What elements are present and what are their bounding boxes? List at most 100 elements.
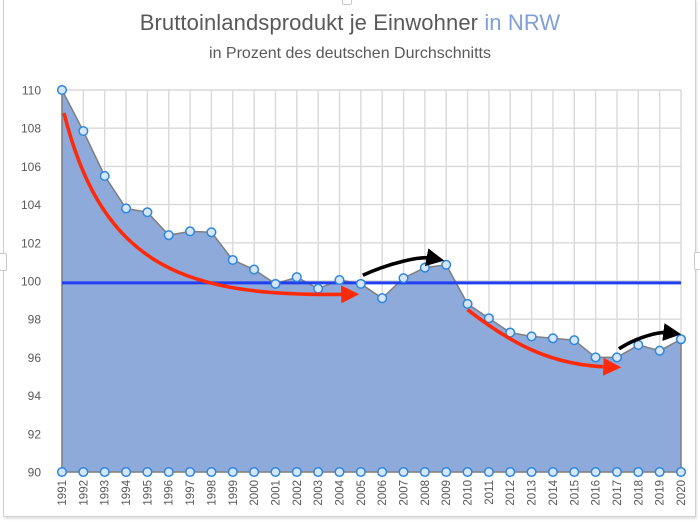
x-tick-label: 2007: [399, 480, 411, 506]
baseline-marker: [611, 466, 623, 478]
y-tick-label: 108: [21, 122, 41, 136]
data-point-marker: [206, 227, 217, 238]
resize-handle-top[interactable]: [342, 0, 352, 5]
x-tick-label: 2003: [313, 480, 325, 506]
baseline-marker: [142, 466, 153, 478]
y-tick-label: 110: [22, 84, 41, 98]
chart-subtitle: in Prozent des deutschen Durchschnitts: [209, 45, 491, 62]
baseline-marker: [249, 466, 260, 478]
x-tick-label: 1991: [57, 480, 69, 506]
baseline-marker: [505, 466, 516, 478]
x-tick-label: 1999: [228, 480, 240, 506]
x-tick-label: 2001: [270, 480, 282, 506]
data-point-marker: [611, 352, 623, 363]
chart-title: Bruttoinlandsprodukt je Einwohner in NRW: [0, 10, 700, 36]
y-tick-label: 106: [21, 160, 41, 174]
data-point-marker: [56, 84, 68, 96]
y-tick-label: 94: [28, 389, 42, 403]
y-tick-label: 100: [21, 275, 41, 289]
baseline-marker: [185, 466, 196, 478]
data-point-marker: [441, 259, 452, 270]
baseline-marker: [398, 466, 409, 478]
baseline-marker: [78, 466, 89, 478]
y-tick-label: 102: [21, 236, 41, 250]
y-tick-label: 98: [28, 313, 42, 327]
x-tick-label: 2019: [655, 480, 667, 506]
data-markers: [56, 84, 687, 363]
data-point-marker: [163, 230, 174, 241]
data-point-marker: [120, 203, 132, 214]
data-point-marker: [270, 278, 281, 289]
x-tick-label: 2013: [527, 480, 539, 506]
baseline-marker: [163, 466, 174, 478]
x-tick-label: 1998: [206, 480, 218, 506]
x-tick-label: 2002: [292, 480, 304, 506]
baseline-marker: [547, 466, 558, 478]
baseline-marker: [526, 466, 537, 478]
y-tick-label: 104: [21, 198, 41, 212]
data-point-marker: [377, 293, 388, 304]
chart-title-accent: in NRW: [484, 10, 561, 35]
baseline-marker: [313, 466, 324, 478]
x-tick-label: 2020: [676, 480, 688, 506]
trend-arrow-down-2010-2017: [466, 308, 622, 376]
trend-arrow-down-1991-2005: [62, 112, 360, 304]
data-point-marker: [569, 335, 580, 346]
data-point-marker: [590, 352, 601, 363]
x-tick-label: 2011: [484, 480, 496, 505]
data-point-marker: [334, 274, 345, 286]
data-point-marker: [526, 331, 537, 342]
baseline-marker: [419, 466, 430, 478]
data-point-marker: [78, 126, 89, 137]
y-tick-label: 90: [28, 466, 42, 480]
x-tick-label: 2004: [334, 479, 346, 505]
data-point-marker: [419, 262, 430, 273]
x-tick-label: 2008: [420, 480, 432, 506]
baseline-marker: [206, 466, 217, 478]
data-point-marker: [398, 273, 409, 284]
data-point-marker: [462, 298, 473, 309]
baseline-marker: [590, 466, 601, 478]
x-tick-label: 1993: [100, 480, 112, 506]
x-tick-label: 1992: [78, 480, 90, 506]
y-axis-labels: 90 92 94 96 98 100 102 104 106 108 110: [21, 84, 41, 480]
x-tick-label: 2015: [569, 480, 581, 506]
data-point-marker: [547, 333, 558, 344]
baseline-marker: [633, 466, 644, 478]
y-tick-label: 96: [28, 351, 42, 365]
y-tick-label: 92: [28, 427, 42, 441]
x-tick-label: 2014: [548, 479, 560, 505]
baseline-marker: [334, 466, 345, 478]
x-tick-label: 2018: [633, 480, 645, 506]
x-tick-label: 2017: [612, 480, 624, 506]
baseline-marker: [99, 466, 110, 478]
data-point-marker: [654, 345, 665, 356]
baseline-marker: [654, 466, 665, 478]
baseline-marker: [483, 466, 494, 478]
data-point-marker: [142, 207, 153, 218]
baseline-marker: [227, 466, 238, 478]
baseline-marker: [355, 466, 366, 478]
baseline-marker: [56, 466, 68, 478]
data-point-marker: [185, 226, 196, 237]
resize-handle-right[interactable]: [694, 252, 700, 270]
x-tick-label: 2012: [505, 480, 517, 506]
area-fill: [62, 90, 681, 472]
baseline-marker: [270, 466, 281, 478]
baseline-marker: [291, 466, 302, 478]
baseline-marker: [120, 466, 132, 478]
x-tick-label: 2010: [463, 480, 475, 506]
x-tick-label: 1996: [164, 480, 176, 506]
resize-handle-left[interactable]: [0, 253, 7, 271]
data-point-marker: [249, 264, 260, 275]
x-tick-label: 1994: [121, 479, 133, 505]
trend-arrow-up-2017-2020: [617, 323, 682, 351]
baseline-markers: [56, 466, 687, 478]
x-tick-label: 1997: [185, 480, 197, 506]
baseline-marker: [377, 466, 388, 478]
baseline-marker: [569, 466, 580, 478]
data-point-marker: [483, 313, 494, 324]
data-point-marker: [227, 254, 238, 266]
data-point-marker: [99, 170, 110, 181]
